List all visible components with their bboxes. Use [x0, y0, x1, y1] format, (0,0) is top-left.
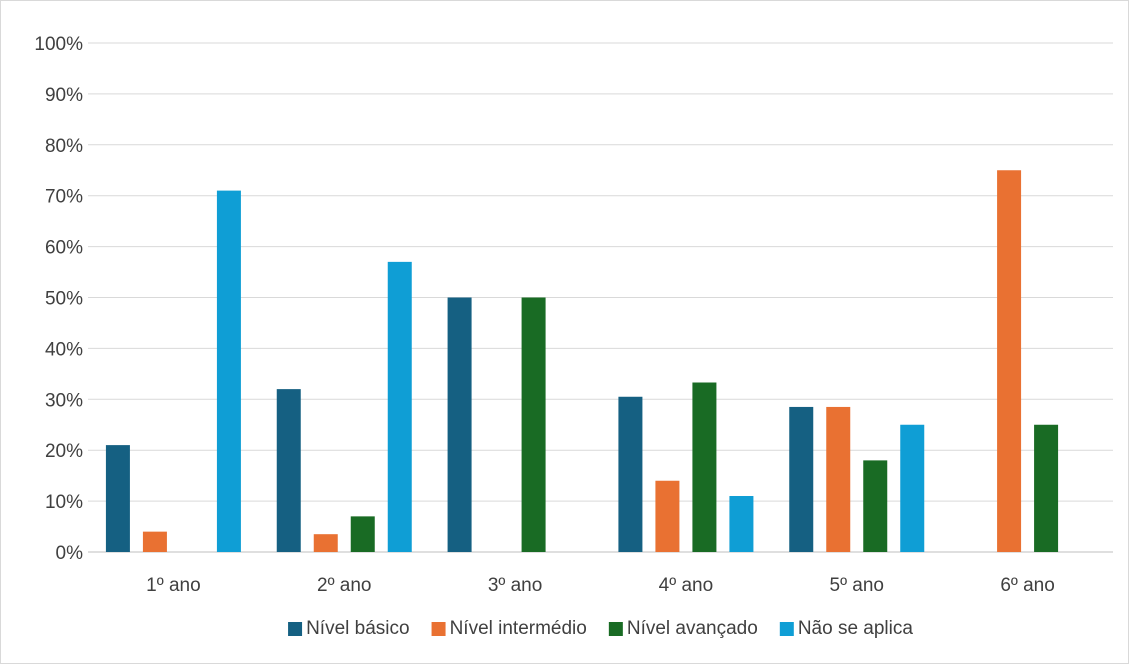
legend-label: Nível básico: [306, 618, 410, 639]
legend-swatch: [608, 622, 623, 636]
bar-n-vel-interm-dio-1: [313, 534, 338, 552]
y-tick-label: 100%: [34, 34, 83, 55]
y-axis-tick-labels: 0% 10% 20% 30% 40% 50% 60% 70% 80% 90% 100%: [34, 34, 83, 564]
bar-n-o-se-aplica-1: [387, 261, 412, 552]
x-tick-label: 6º ano: [1000, 575, 1055, 596]
y-tick-label: 40%: [45, 339, 83, 360]
bars: [105, 170, 1059, 553]
legend-swatch: [779, 622, 794, 636]
bar-n-vel-avan-ado-4: [863, 460, 888, 552]
y-tick-label: 80%: [45, 136, 83, 157]
legend-label: Nível intermédio: [450, 618, 587, 639]
y-tick-label: 60%: [45, 238, 83, 259]
legend-swatch: [288, 622, 303, 636]
bar-n-vel-avan-ado-3: [692, 382, 717, 552]
x-tick-label: 5º ano: [830, 575, 885, 596]
bar-n-vel-b-sico-4: [789, 406, 814, 552]
x-tick-label: 4º ano: [659, 575, 714, 596]
x-tick-label: 1º ano: [146, 575, 201, 596]
y-tick-label: 30%: [45, 390, 83, 411]
bar-n-vel-interm-dio-0: [142, 531, 167, 552]
gridlines: [88, 42, 1113, 553]
legend: Nível básico Nível intermédio Nível avança…: [288, 618, 913, 639]
legend-label: Não se aplica: [798, 618, 914, 639]
x-tick-label: 2º ano: [317, 575, 372, 596]
bar-n-vel-interm-dio-5: [997, 170, 1022, 552]
bar-n-vel-avan-ado-1: [350, 516, 375, 552]
bar-n-vel-avan-ado-2: [521, 297, 546, 552]
y-tick-label: 70%: [45, 187, 83, 208]
y-tick-label: 0%: [56, 543, 84, 564]
x-axis-tick-labels: 1º ano 2º ano 3º ano 4º ano 5º ano 6º ano: [146, 575, 1055, 596]
legend-item: Nível avançado: [608, 618, 758, 639]
y-tick-label: 20%: [45, 441, 83, 462]
legend-item: Nível intermédio: [431, 618, 587, 639]
legend-item: Nível básico: [288, 618, 410, 639]
legend-item: Não se aplica: [779, 618, 914, 639]
y-tick-label: 90%: [45, 85, 83, 106]
y-tick-label: 10%: [45, 492, 83, 513]
bar-n-vel-interm-dio-4: [826, 406, 851, 552]
bar-n-vel-avan-ado-5: [1034, 424, 1059, 552]
y-tick-label: 50%: [45, 289, 83, 310]
bar-n-o-se-aplica-4: [900, 424, 925, 552]
bar-n-o-se-aplica-3: [729, 496, 754, 552]
bar-n-vel-b-sico-2: [447, 297, 472, 552]
bar-n-vel-b-sico-3: [618, 396, 643, 552]
bar-n-vel-b-sico-1: [276, 389, 301, 552]
legend-swatch: [431, 622, 446, 636]
bar-n-o-se-aplica-0: [216, 190, 241, 553]
bar-n-vel-b-sico-0: [105, 445, 130, 552]
legend-label: Nível avançado: [627, 618, 758, 639]
x-tick-label: 3º ano: [488, 575, 543, 596]
bar-n-vel-interm-dio-3: [655, 480, 680, 552]
